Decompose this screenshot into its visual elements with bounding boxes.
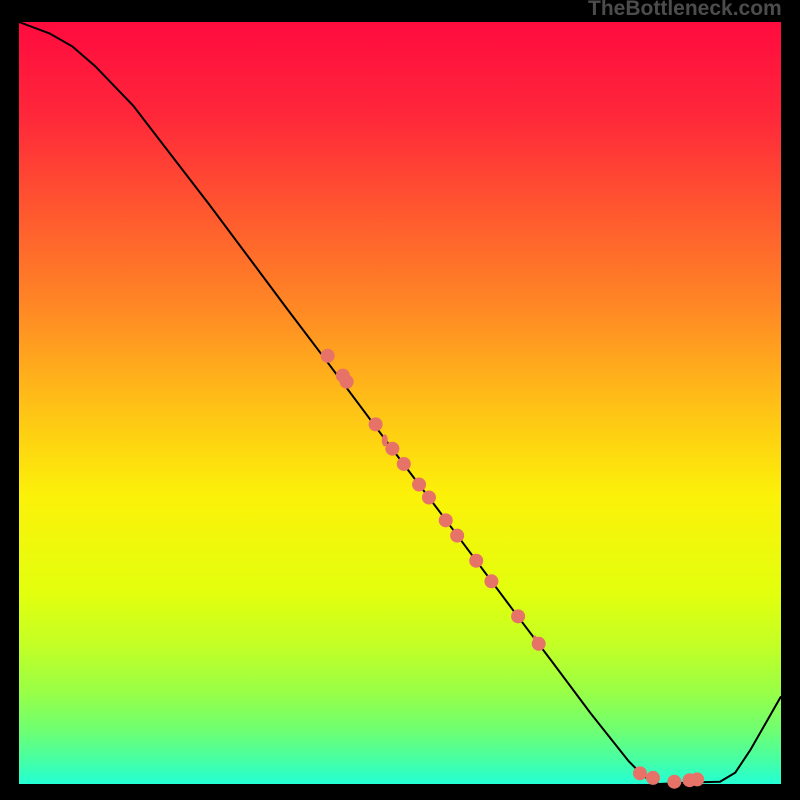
data-point <box>412 478 426 492</box>
data-point <box>667 775 681 789</box>
data-point <box>397 457 411 471</box>
data-point <box>340 375 354 389</box>
data-point <box>321 349 335 363</box>
data-point <box>511 609 525 623</box>
data-point <box>532 637 546 651</box>
plot-svg <box>0 0 800 800</box>
data-point <box>484 574 498 588</box>
data-point <box>469 554 483 568</box>
data-point <box>690 772 704 786</box>
data-point <box>439 513 453 527</box>
data-point <box>385 442 399 456</box>
data-point <box>646 771 660 785</box>
data-point <box>422 490 436 504</box>
data-point <box>369 417 383 431</box>
chart-container: TheBottleneck.com <box>0 0 800 800</box>
data-point <box>450 529 464 543</box>
data-point <box>633 766 647 780</box>
plot-background <box>19 22 781 784</box>
